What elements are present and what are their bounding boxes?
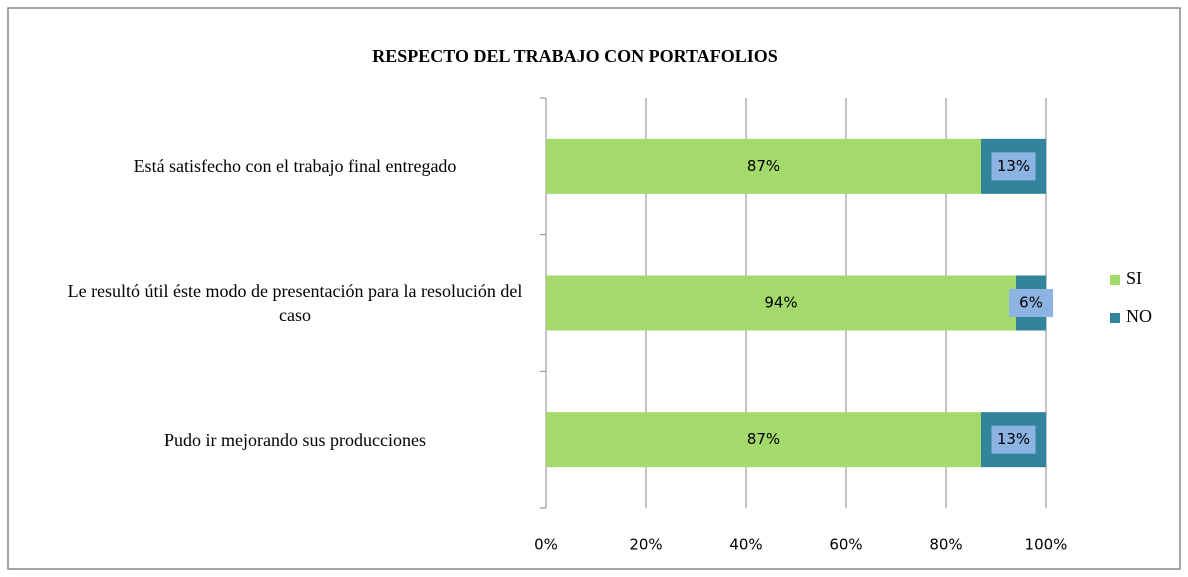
legend-label: NO — [1126, 306, 1152, 326]
value-label: 6% — [1019, 294, 1043, 312]
bar-segment — [546, 412, 981, 468]
legend-swatch — [1110, 313, 1120, 323]
value-label-box — [991, 425, 1036, 454]
x-tick-label: 100% — [1025, 536, 1068, 554]
y-tick-label: Le resultó útil éste modo de presentació… — [67, 281, 523, 325]
y-tick-label: Está satisfecho con el trabajo final ent… — [133, 156, 457, 177]
legend-label: SI — [1126, 268, 1142, 288]
value-label: 87% — [747, 430, 780, 448]
bar-segment — [546, 138, 981, 194]
legend-swatch — [1110, 275, 1120, 285]
bar-segment — [546, 275, 1016, 331]
y-tick-label: Pudo ir mejorando sus producciones — [164, 429, 426, 450]
value-label-box — [1009, 289, 1053, 317]
chart-title: RESPECTO DEL TRABAJO CON PORTAFOLIOS — [372, 46, 777, 66]
value-label: 87% — [747, 157, 780, 175]
value-label: 13% — [997, 430, 1030, 448]
value-label: 13% — [997, 157, 1030, 175]
x-tick-label: 20% — [629, 536, 662, 554]
value-label: 94% — [764, 294, 797, 312]
x-tick-label: 0% — [534, 536, 558, 554]
value-label-box — [991, 152, 1036, 181]
x-tick-label: 80% — [929, 536, 962, 554]
x-tick-label: 40% — [729, 536, 762, 554]
x-tick-label: 60% — [829, 536, 862, 554]
